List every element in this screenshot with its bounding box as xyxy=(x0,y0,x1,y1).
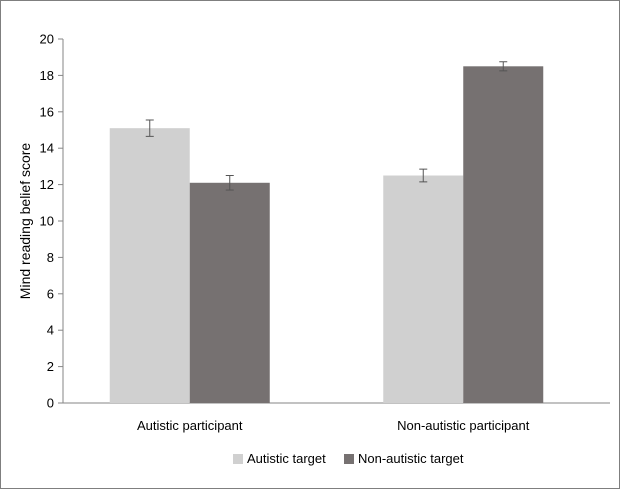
legend-swatch xyxy=(344,454,354,464)
legend-swatch xyxy=(233,454,243,464)
bar-autistic-target-1 xyxy=(109,128,190,403)
bar-non-autistic-target-2 xyxy=(463,66,544,404)
category-label: Non-autistic participant xyxy=(397,418,530,433)
y-tick-label: 14 xyxy=(40,141,54,156)
y-tick-label: 20 xyxy=(40,32,54,47)
bar-autistic-target-2 xyxy=(383,175,464,403)
y-tick-label: 16 xyxy=(40,104,54,119)
y-axis-label: Mind reading belief score xyxy=(17,143,33,300)
y-tick-label: 0 xyxy=(47,396,54,411)
category-label: Autistic participant xyxy=(137,418,243,433)
y-tick-label: 12 xyxy=(40,177,54,192)
y-tick-label: 18 xyxy=(40,68,54,83)
y-tick-label: 2 xyxy=(47,359,54,374)
y-tick-label: 6 xyxy=(47,286,54,301)
y-tick-label: 4 xyxy=(47,323,54,338)
y-tick-label: 10 xyxy=(40,214,54,229)
y-tick-label: 8 xyxy=(47,250,54,265)
legend-label: Autistic target xyxy=(247,451,326,466)
legend-label: Non-autistic target xyxy=(358,451,464,466)
bar-non-autistic-target-1 xyxy=(189,182,270,403)
